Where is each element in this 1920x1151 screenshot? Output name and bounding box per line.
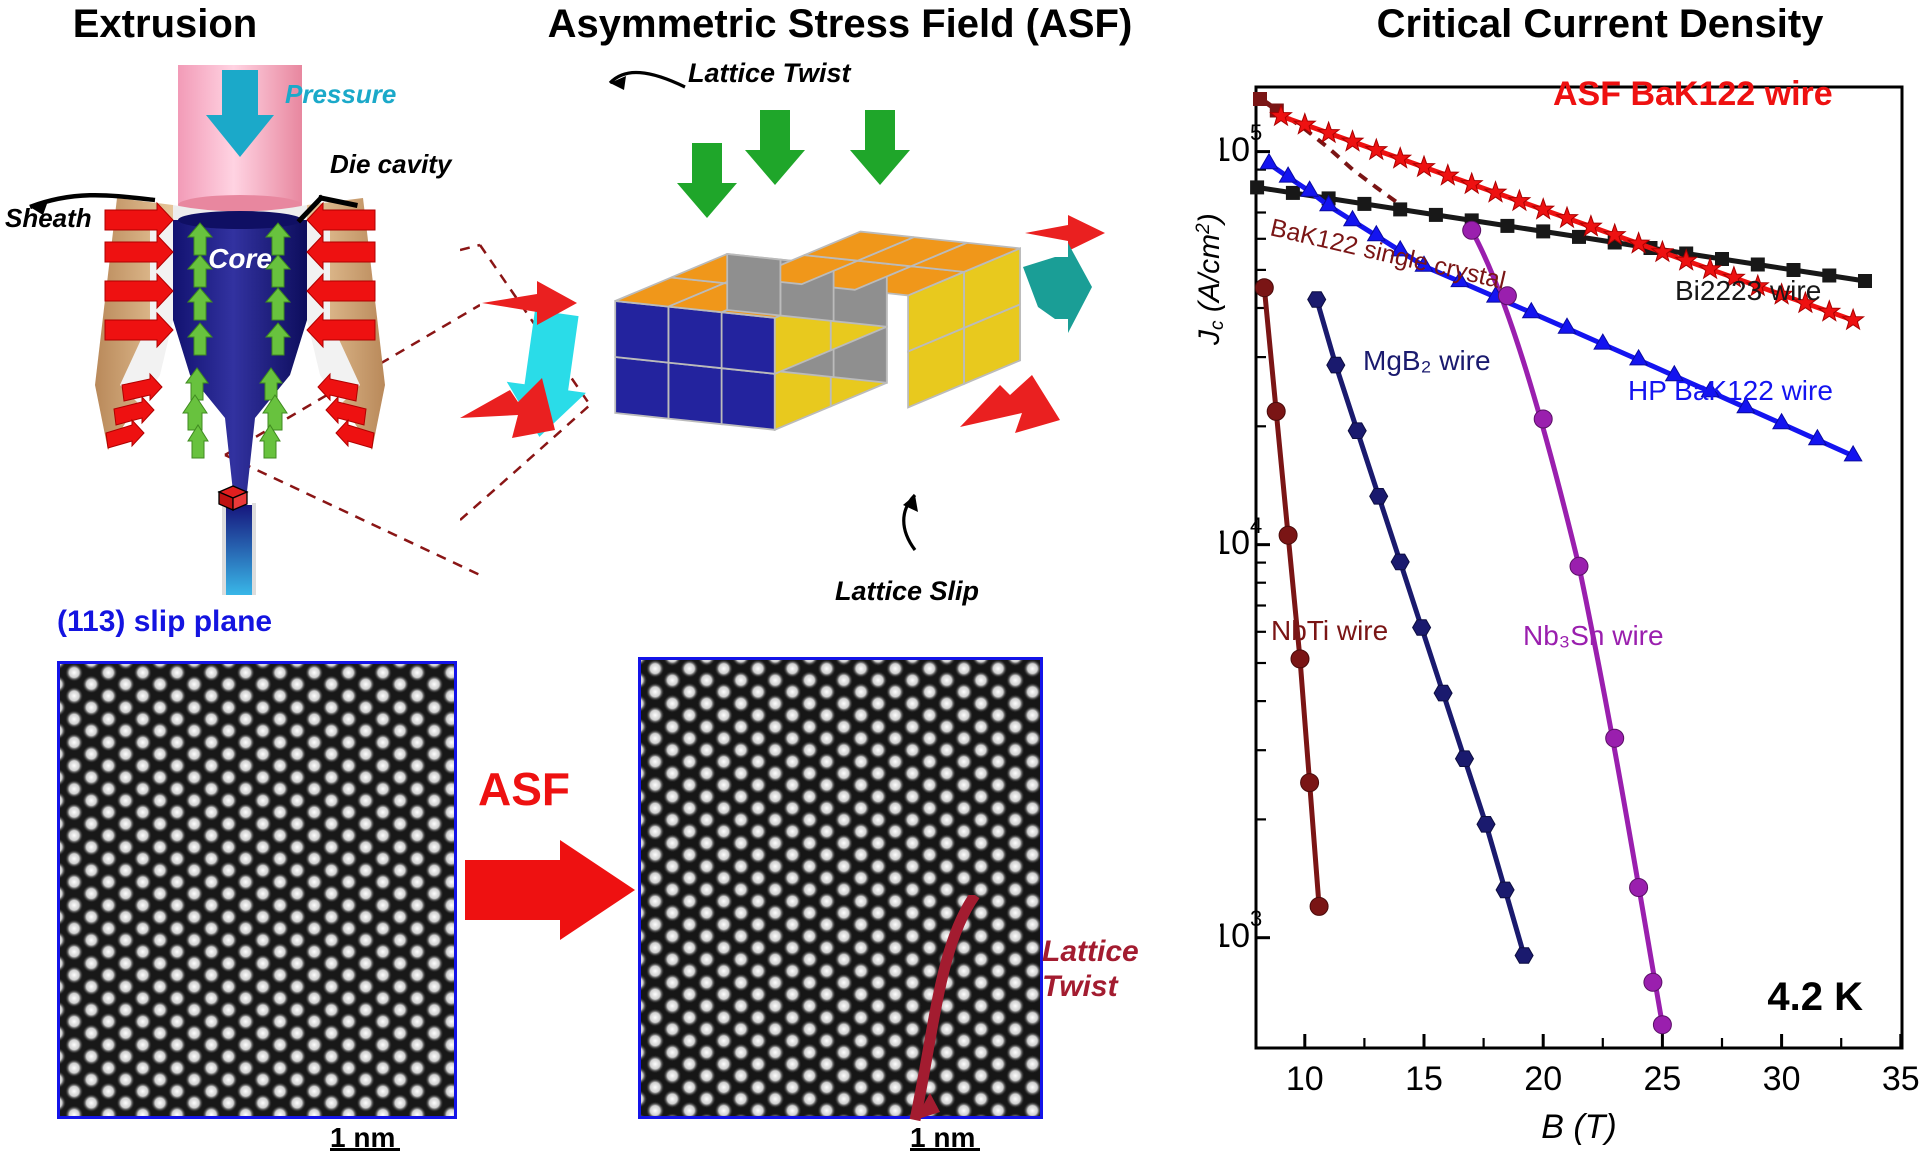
svg-text:Bi2223 wire: Bi2223 wire: [1675, 275, 1821, 306]
svg-text:B (T): B (T): [1541, 1108, 1617, 1146]
svg-text:Nb₃Sn wire: Nb₃Sn wire: [1523, 620, 1664, 651]
svg-text:10: 10: [1220, 524, 1250, 562]
svg-text:4.2 K: 4.2 K: [1767, 975, 1863, 1019]
svg-text:30: 30: [1763, 1060, 1801, 1098]
svg-text:20: 20: [1524, 1060, 1562, 1098]
svg-text:35: 35: [1882, 1060, 1920, 1098]
svg-text:Lattice Slip: Lattice Slip: [835, 576, 979, 606]
svg-text:MgB₂ wire: MgB₂ wire: [1363, 345, 1491, 376]
svg-text:Sheath: Sheath: [5, 203, 92, 233]
svg-text:HP BaK122 wire: HP BaK122 wire: [1628, 375, 1833, 406]
svg-text:Core: Core: [208, 243, 272, 274]
svg-text:4: 4: [1250, 513, 1262, 538]
svg-text:10: 10: [1220, 917, 1250, 955]
svg-text:5: 5: [1250, 120, 1262, 145]
svg-text:15: 15: [1405, 1060, 1443, 1098]
svg-text:10: 10: [1286, 1060, 1324, 1098]
svg-text:Lattice Twist: Lattice Twist: [688, 58, 852, 88]
svg-text:3: 3: [1250, 906, 1262, 931]
svg-text:ASF BaK122 wire: ASF BaK122 wire: [1553, 75, 1833, 113]
svg-text:NbTi wire: NbTi wire: [1271, 615, 1388, 646]
svg-text:Die cavity: Die cavity: [330, 149, 453, 179]
svg-text:Pressure: Pressure: [285, 79, 396, 109]
svg-text:25: 25: [1643, 1060, 1681, 1098]
